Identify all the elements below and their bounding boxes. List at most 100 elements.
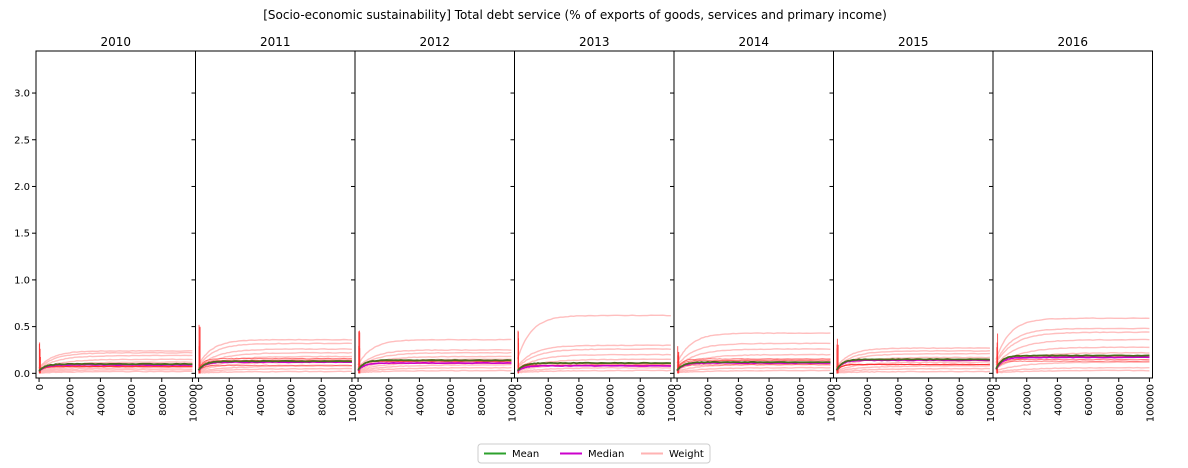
mean-line <box>38 362 193 372</box>
median-line <box>516 364 671 372</box>
weight-line-dense <box>995 360 1150 371</box>
weight-line <box>198 367 352 373</box>
panel-2016: 2016 0 20000 40000 60000 80000 100000 <box>989 35 1156 422</box>
x-tick-label: 20000 <box>704 384 715 416</box>
panel-2013: 2013 0 20000 40000 60000 80000 100000 <box>510 35 678 422</box>
x-tick-label: 0 <box>354 384 365 390</box>
weight-line <box>995 361 1150 372</box>
median-line <box>995 356 1150 370</box>
x-tick-label: 0 <box>195 384 206 390</box>
panel-frame <box>195 50 356 379</box>
weight-line <box>995 338 1150 366</box>
x-tick-label: 80000 <box>317 384 328 416</box>
panel-title: 2011 <box>260 35 291 49</box>
x-tick-label: 0 <box>514 384 525 390</box>
x-tick-label: 100000 <box>826 384 837 422</box>
weight-line <box>38 354 193 370</box>
weight-line <box>198 338 352 366</box>
x-tick-label: 0 <box>35 384 46 390</box>
x-tick-label: 80000 <box>796 384 807 416</box>
mean-line <box>836 358 990 371</box>
weight-line-dense <box>676 358 831 371</box>
legend-label-mean: Mean <box>512 449 539 460</box>
x-tick-label: 80000 <box>636 384 647 416</box>
weight-line-dense <box>198 357 352 370</box>
x-tick-label: 100000 <box>667 384 678 422</box>
weight-line <box>836 370 990 374</box>
x-tick-label: 100000 <box>188 384 199 422</box>
weight-line <box>517 344 671 367</box>
mean-line <box>676 360 831 371</box>
chart-title: [Socio-economic sustainability] Total de… <box>263 8 887 22</box>
weight-line-dense <box>198 364 352 372</box>
weight-line <box>676 366 831 373</box>
mean-line <box>357 359 512 371</box>
mean-line <box>995 354 1150 370</box>
weight-line <box>198 364 352 373</box>
x-tick-label: 40000 <box>575 384 586 416</box>
median-line <box>357 361 512 372</box>
chart-legend: Mean Median Weight <box>477 443 711 464</box>
x-tick-label: 60000 <box>606 384 617 416</box>
panel-title: 2012 <box>419 35 450 49</box>
x-tick-label: 60000 <box>1084 384 1095 416</box>
weight-line <box>198 370 352 375</box>
x-tick-label: 20000 <box>544 384 555 416</box>
x-tick-label: 40000 <box>894 384 905 416</box>
weight-line <box>357 338 512 366</box>
mean-line <box>517 361 671 372</box>
x-tick-label: 100000 <box>507 384 518 422</box>
legend-label-weight: Weight <box>669 449 704 460</box>
weight-line <box>676 332 831 364</box>
x-tick-label: 80000 <box>955 384 966 416</box>
y-tick-label: 0.5 <box>14 322 30 333</box>
panel-title: 2016 <box>1057 35 1088 49</box>
weight-line <box>995 366 1150 373</box>
y-tick-label: 2.0 <box>14 182 30 193</box>
y-tick-label: 2.5 <box>14 135 30 146</box>
weight-line <box>516 314 671 360</box>
chart-panels: 2010 0.0 0.5 1.0 1.5 2.0 2.5 3.0 0 20000 40000 6000… <box>14 35 1156 422</box>
legend-box <box>477 443 711 464</box>
panel-frame <box>354 50 515 379</box>
x-tick-label: 60000 <box>765 384 776 416</box>
weight-line <box>357 349 512 369</box>
panel-frame <box>833 50 994 379</box>
x-tick-label: 40000 <box>96 384 107 416</box>
y-tick-label: 3.0 <box>14 89 30 100</box>
panel-2015: 2015 0 20000 40000 60000 80000 100000 <box>829 35 997 422</box>
weight-line <box>517 369 672 374</box>
weight-line <box>357 369 512 374</box>
panel-frame <box>514 50 675 379</box>
x-tick-label: 40000 <box>1053 384 1064 416</box>
x-tick-label: 80000 <box>477 384 488 416</box>
weight-line <box>38 370 193 374</box>
legend-label-median: Median <box>588 449 624 460</box>
y-tick-label: 0.0 <box>14 369 30 380</box>
panel-frame <box>992 50 1153 379</box>
weight-line <box>198 342 352 367</box>
x-tick-label: 80000 <box>1115 384 1126 416</box>
panel-title: 2014 <box>738 35 769 49</box>
panel-2014: 2014 0 20000 40000 60000 80000 100000 <box>670 35 837 422</box>
weight-line <box>836 361 990 372</box>
x-tick-label: 20000 <box>385 384 396 416</box>
weight-line <box>995 331 1150 364</box>
weight-line <box>995 317 1150 360</box>
panel-2012: 2012 0 20000 40000 60000 80000 100000 <box>351 35 518 422</box>
x-tick-label: 60000 <box>127 384 138 416</box>
weight-line <box>517 348 671 368</box>
x-tick-label: 60000 <box>446 384 457 416</box>
x-tick-label: 100000 <box>348 384 359 422</box>
weight-line <box>995 369 1150 374</box>
x-tick-label: 40000 <box>256 384 267 416</box>
y-tick-label: 1.0 <box>14 275 30 286</box>
panel-title: 2010 <box>100 35 131 49</box>
weight-line <box>676 369 831 374</box>
mean-line <box>197 360 352 371</box>
x-tick-label: 20000 <box>66 384 77 416</box>
x-tick-label: 20000 <box>863 384 874 416</box>
weight-line <box>38 368 193 374</box>
weight-line <box>676 342 831 367</box>
